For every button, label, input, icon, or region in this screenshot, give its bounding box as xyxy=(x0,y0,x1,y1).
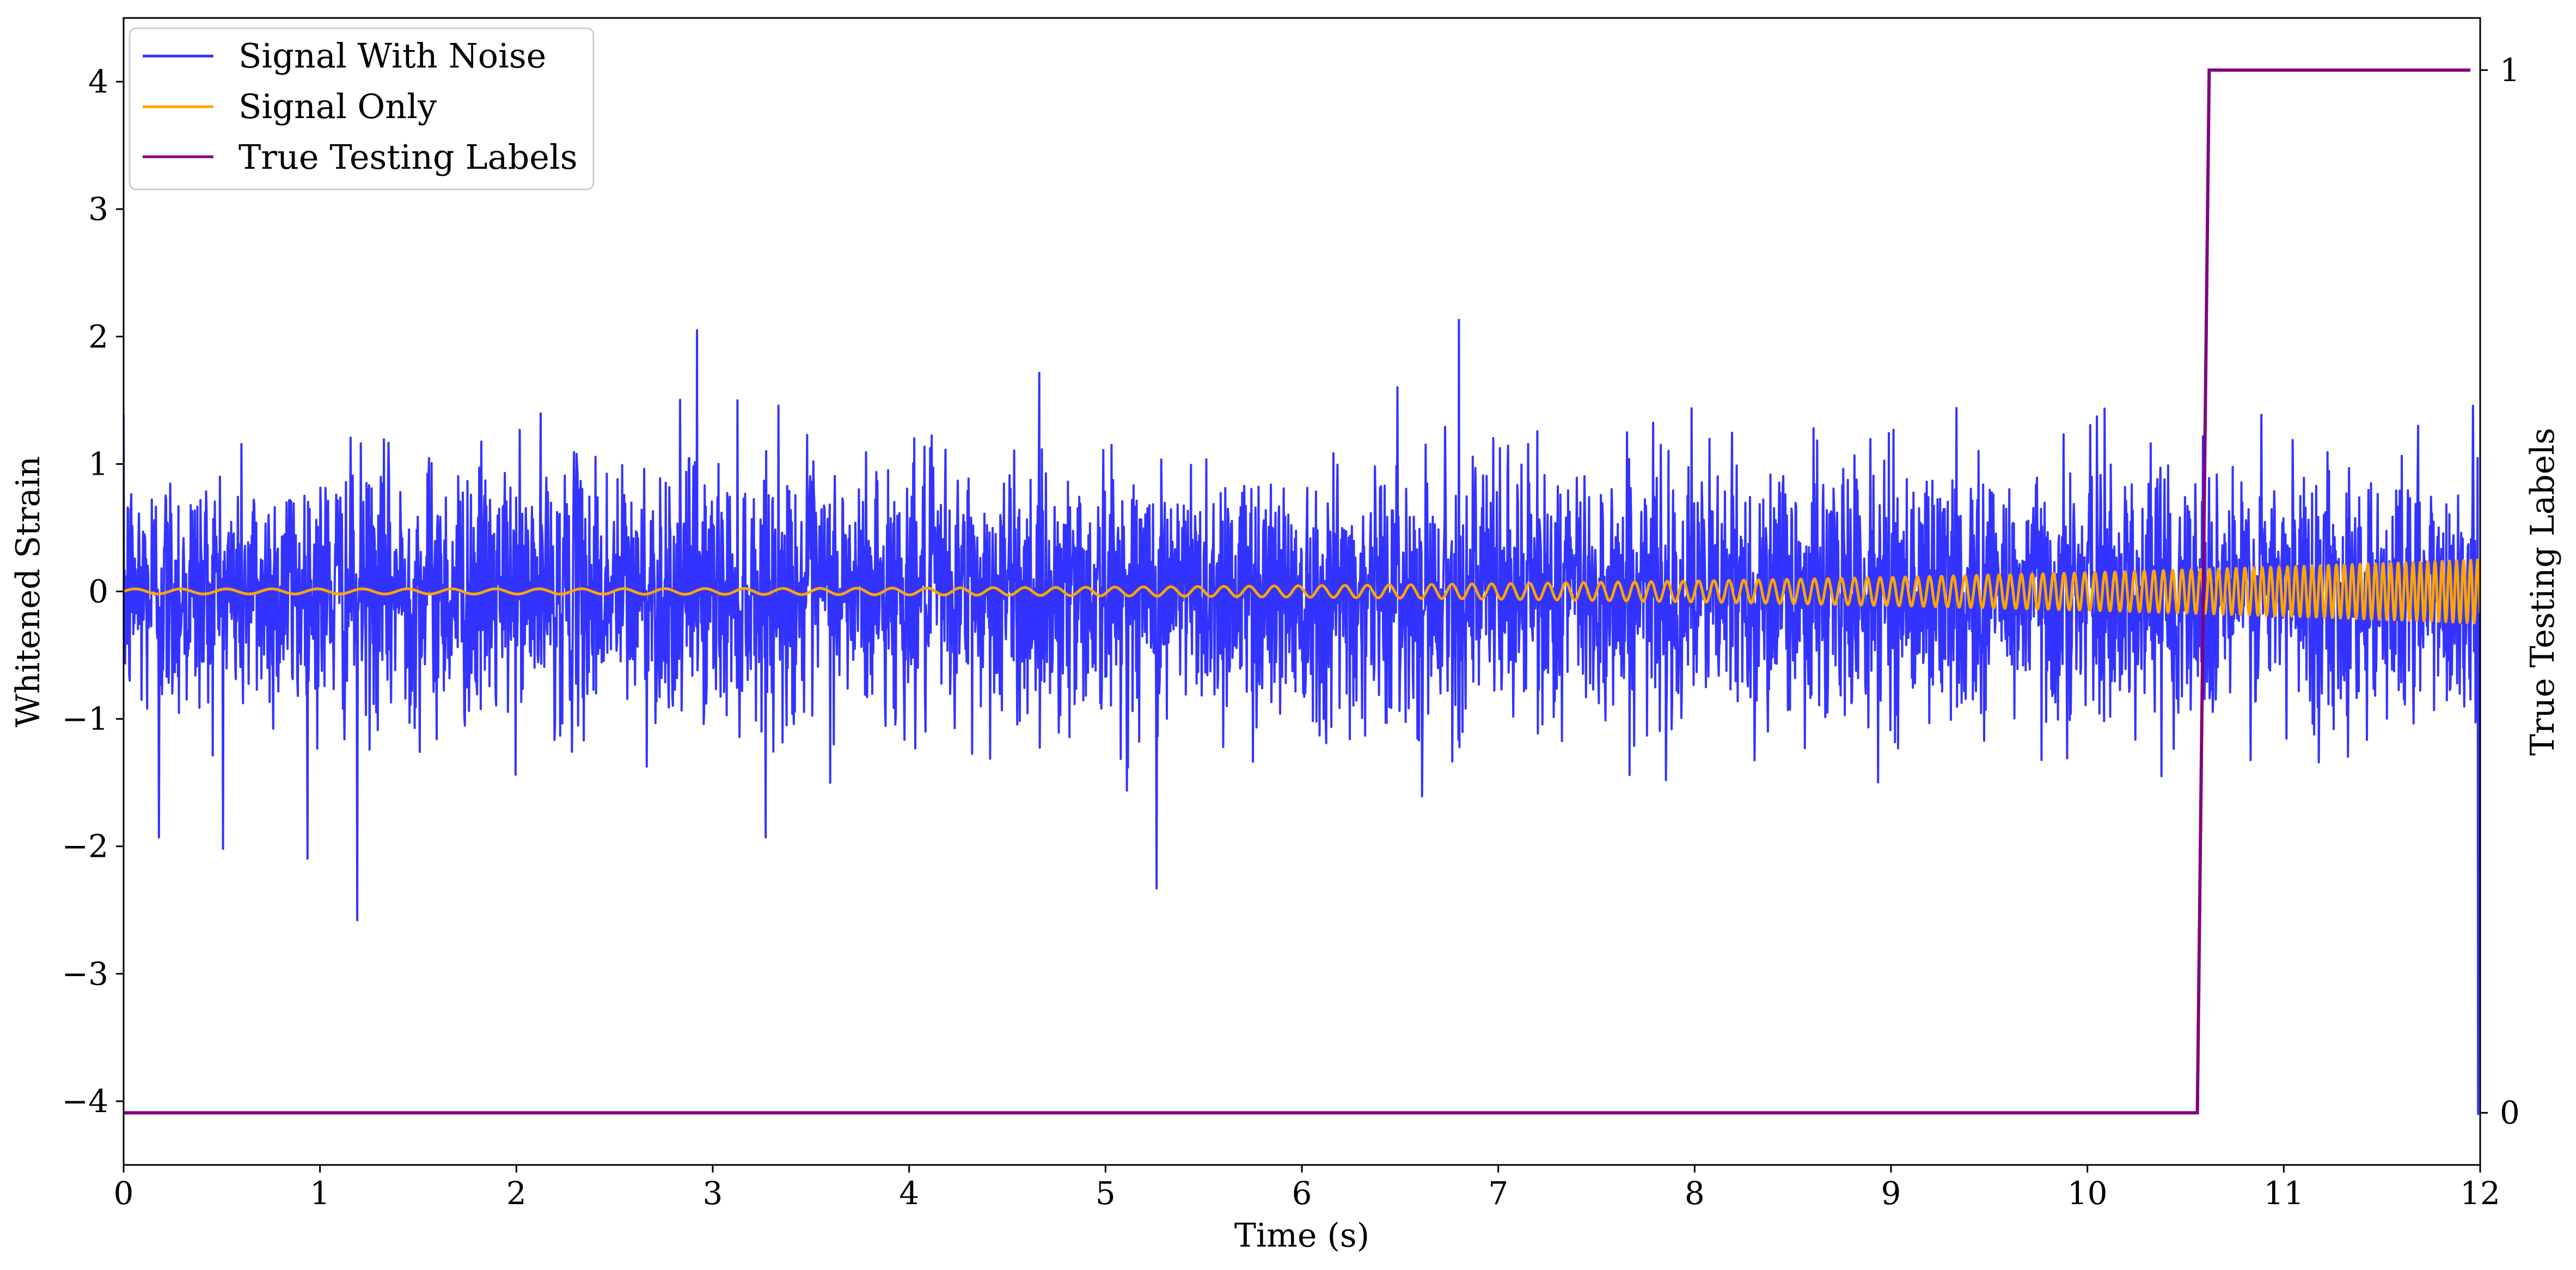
legend-label-signal-with-noise: Signal With Noise xyxy=(238,36,546,76)
x-tick-label: 2 xyxy=(506,1175,527,1212)
legend-label-true-testing-labels: True Testing Labels xyxy=(238,137,578,177)
x-axis-title: Time (s) xyxy=(1234,1217,1369,1255)
x-tick-label: 6 xyxy=(1292,1175,1312,1212)
x-tick-label: 11 xyxy=(2263,1175,2304,1212)
y-tick-label: 3 xyxy=(88,191,108,228)
x-tick-label: 4 xyxy=(899,1175,919,1212)
y-axis-right: 01 xyxy=(2480,52,2520,1131)
y2-tick-label: 1 xyxy=(2500,52,2520,89)
y-axis-left: −4 −3 −2 −1 0 1 2 3 4 xyxy=(62,63,124,1120)
y-tick-label: −2 xyxy=(62,828,109,865)
legend-label-signal-only: Signal Only xyxy=(238,87,437,126)
y2-axis-title: True Testing Labels xyxy=(2524,428,2562,756)
x-tick-label: 9 xyxy=(1881,1175,1901,1212)
x-tick-label: 0 xyxy=(114,1175,134,1212)
x-axis: 0 1 2 3 4 5 6 7 8 9 10 11 12 xyxy=(114,1165,2500,1212)
series-layer xyxy=(124,68,2480,1115)
x-tick-label: 8 xyxy=(1685,1175,1705,1212)
x-tick-label: 5 xyxy=(1096,1175,1116,1212)
x-tick-label: 3 xyxy=(703,1175,723,1212)
y-tick-label: 2 xyxy=(88,318,108,355)
x-tick-label: 7 xyxy=(1488,1175,1508,1212)
y-tick-label: 1 xyxy=(88,445,108,482)
legend-box xyxy=(129,27,595,191)
y-tick-label: −3 xyxy=(62,955,109,992)
y-axis-title: Whitened Strain xyxy=(9,456,47,727)
series-signal-with-noise xyxy=(124,318,2480,1115)
series-signal-only xyxy=(124,559,2480,625)
x-tick-label: 10 xyxy=(2067,1175,2108,1212)
x-tick-label: 12 xyxy=(2460,1175,2500,1212)
y-tick-label: 4 xyxy=(88,63,108,100)
y-tick-label: −4 xyxy=(62,1083,109,1120)
series-true-testing-labels xyxy=(124,68,2470,1115)
y-tick-label: 0 xyxy=(88,573,108,610)
y-tick-label: −1 xyxy=(62,701,109,738)
x-tick-label: 1 xyxy=(310,1175,330,1212)
y2-tick-label: 0 xyxy=(2500,1094,2520,1131)
legend: Signal With Noise Signal Only True Testi… xyxy=(129,27,595,191)
